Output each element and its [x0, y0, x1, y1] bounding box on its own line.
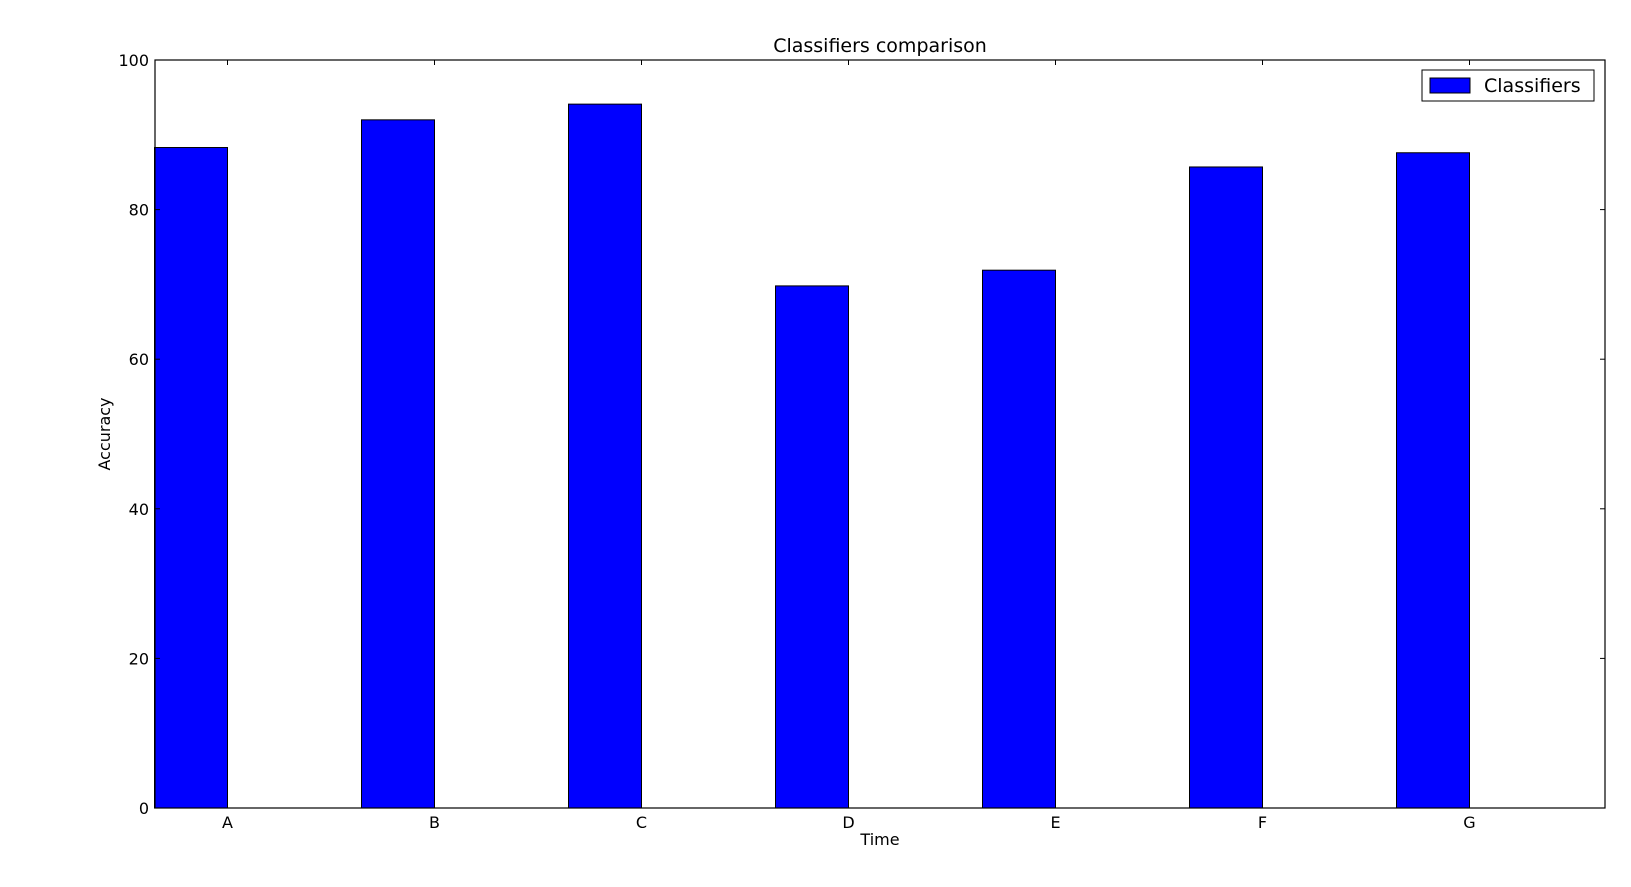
bar-G — [1396, 152, 1470, 809]
bar-B — [361, 119, 435, 809]
y-tick-label: 100 — [118, 51, 149, 70]
legend-swatch — [1429, 77, 1471, 94]
x-tick-label: G — [1463, 813, 1475, 832]
x-axis-label: Time — [859, 830, 899, 849]
legend-label: Classifiers — [1484, 75, 1581, 97]
bar-C — [568, 103, 642, 809]
y-axis-label: Accuracy — [95, 397, 114, 470]
y-tick-label: 80 — [129, 201, 149, 220]
x-tick-label: E — [1050, 813, 1060, 832]
ticks-layer: A B C D E F G 0 20 40 60 80 100 — [118, 51, 1605, 832]
x-tick-label: F — [1258, 813, 1267, 832]
y-tick-label: 20 — [129, 649, 149, 668]
bar-A — [154, 147, 228, 809]
bar-D — [775, 285, 849, 809]
y-tick-label: 0 — [139, 799, 149, 818]
x-tick-label: C — [636, 813, 647, 832]
chart-title: Classifiers comparison — [773, 35, 987, 57]
x-tick-label: A — [222, 813, 233, 832]
x-tick-label: B — [429, 813, 440, 832]
bar-E — [982, 269, 1056, 809]
bar-F — [1189, 166, 1263, 809]
plot-frame — [154, 59, 1606, 809]
y-tick-label: 40 — [129, 500, 149, 519]
y-tick-label: 60 — [129, 350, 149, 369]
x-tick-label: D — [842, 813, 854, 832]
legend-box — [1421, 69, 1595, 102]
bars-layer — [154, 103, 1470, 809]
legend: Classifiers — [1421, 69, 1595, 102]
